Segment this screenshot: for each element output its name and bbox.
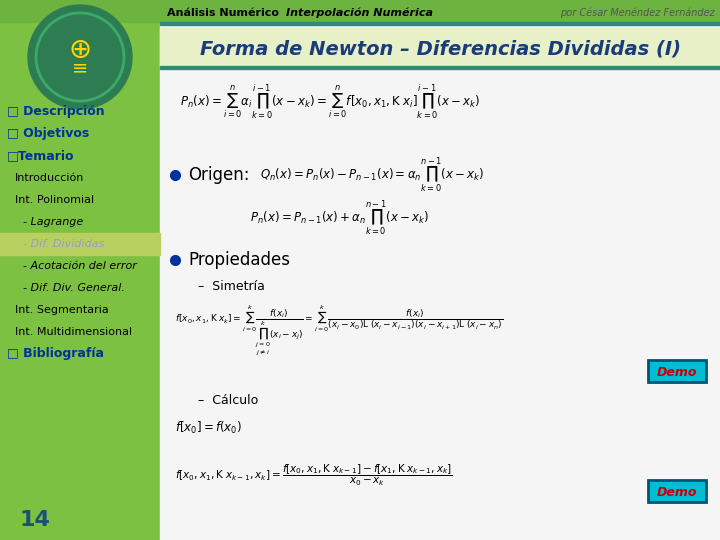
Text: Propiedades: Propiedades [188,251,290,269]
Text: Origen:: Origen: [188,166,250,184]
Text: –  Cálculo: – Cálculo [198,394,258,407]
Text: ⊕: ⊕ [68,36,91,64]
Text: Demo: Demo [657,487,697,500]
Text: Forma de Newton – Diferencias Divididas (I): Forma de Newton – Diferencias Divididas … [199,39,680,58]
Text: $P_n(x)=\sum_{i=0}^{n}\alpha_i\prod_{k=0}^{i-1}(x-x_k)=\sum_{i=0}^{n}f\left[x_0,: $P_n(x)=\sum_{i=0}^{n}\alpha_i\prod_{k=0… [180,83,480,121]
Bar [648,480,706,502]
Text: - Lagrange: - Lagrange [23,217,84,227]
Text: Análisis Numérico: Análisis Numérico [167,8,279,18]
Text: □ Bibliografía: □ Bibliografía [7,348,104,361]
Text: ≡: ≡ [72,58,88,78]
Text: por César Menéndez Fernández: por César Menéndez Fernández [560,8,715,18]
Text: 14: 14 [20,510,51,530]
Text: $P_n(x)=P_{n-1}(x)+\alpha_n\prod_{k=0}^{n-1}(x-x_k)$: $P_n(x)=P_{n-1}(x)+\alpha_n\prod_{k=0}^{… [250,198,429,238]
Text: $Q_n(x)=P_n(x)-P_{n-1}(x)=\alpha_n\prod_{k=0}^{n-1}(x-x_k)$: $Q_n(x)=P_n(x)-P_{n-1}(x)=\alpha_n\prod_… [260,156,485,194]
Text: Int. Multidimensional: Int. Multidimensional [15,327,132,337]
Text: Interpolación Numérica: Interpolación Numérica [287,8,433,18]
Bar [648,480,706,502]
Bar [0,233,160,255]
Text: □ Descripción: □ Descripción [7,105,104,118]
Text: Demo: Demo [657,367,697,380]
Text: $f\left[x_0\right]=f(x_0)$: $f\left[x_0\right]=f(x_0)$ [175,420,242,436]
Text: $f\left[x_0,x_1,\mathrm{K}\;x_k\right]=\sum_{i=0}^{k}\dfrac{f(x_i)}{\prod_{\subs: $f\left[x_0,x_1,\mathrm{K}\;x_k\right]=\… [175,303,503,357]
Circle shape [28,5,132,109]
Text: Int. Segmentaria: Int. Segmentaria [15,305,109,315]
Text: □ Objetivos: □ Objetivos [7,127,89,140]
Bar [160,28,720,66]
Text: - Acotación del error: - Acotación del error [23,261,137,271]
Bar [160,22,720,25]
Bar [160,66,720,69]
Bar [648,360,706,382]
Text: –  Simetría: – Simetría [198,280,265,294]
Text: - Dif. Div. General.: - Dif. Div. General. [23,283,125,293]
Text: □Temario: □Temario [7,150,74,163]
Bar [0,0,160,540]
Bar [160,0,720,540]
Text: - Dif. Divididas: - Dif. Divididas [23,239,104,249]
Text: $f\left[x_0,x_1,\mathrm{K}\;x_{k-1},x_k\right]=\dfrac{f\left[x_0,x_1,\mathrm{K}\: $f\left[x_0,x_1,\mathrm{K}\;x_{k-1},x_k\… [175,462,453,488]
Text: Int. Polinomial: Int. Polinomial [15,195,94,205]
Text: Introducción: Introducción [15,173,84,183]
Bar [648,360,706,382]
Bar [0,0,720,22]
